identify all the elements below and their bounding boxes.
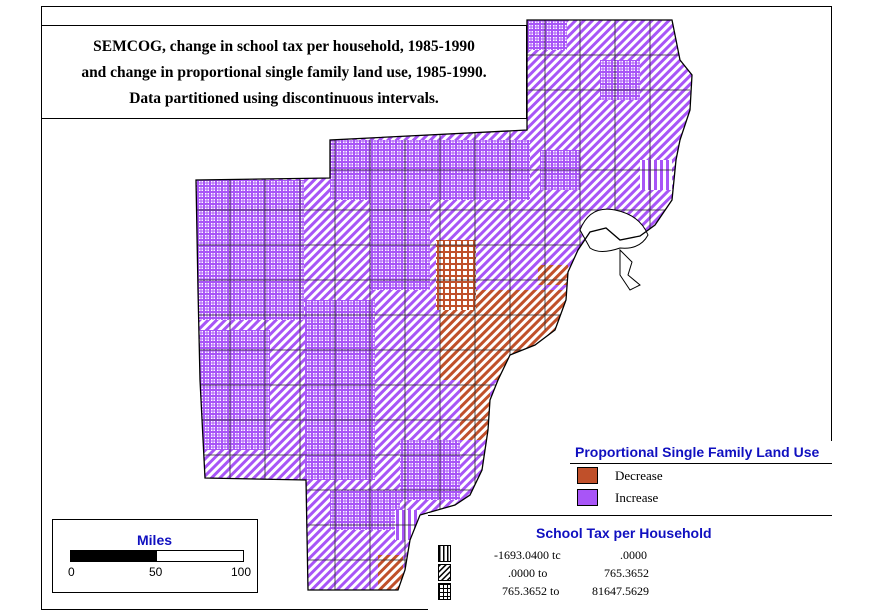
scale-bar-black-segment	[70, 550, 156, 562]
scale-bar: Miles 0 50 100	[52, 519, 258, 593]
school-tax-legend: School Tax per Household -1693.0400 tc .…	[428, 513, 832, 610]
land-use-legend: Proportional Single Family Land Use Decr…	[570, 441, 832, 515]
school-tax-legend-title: School Tax per Household	[536, 525, 712, 541]
land-use-legend-title: Proportional Single Family Land Use	[575, 444, 820, 460]
tax-range-1-from: -1693.0400 tc	[494, 548, 561, 562]
decrease-label: Decrease	[615, 468, 663, 483]
lake-shoreline	[579, 208, 649, 291]
tax-range-2-from: .0000 to	[508, 566, 548, 580]
township-grid	[196, 20, 690, 590]
vertical-lines-swatch	[438, 545, 451, 562]
scale-tick-100: 100	[231, 565, 252, 579]
map-title: SEMCOG, change in school tax per househo…	[41, 25, 527, 119]
scale-bar-white-segment	[156, 550, 244, 562]
crosshatch-swatch	[438, 583, 451, 600]
title-line-3: Data partitioned using discontinuous int…	[129, 90, 439, 107]
diagonal-lines-swatch	[438, 564, 451, 581]
increase-swatch	[577, 489, 598, 506]
legend-divider	[428, 515, 832, 516]
tax-range-2-to: 765.3652	[604, 566, 649, 580]
tax-range-3-from: 765.3652 to	[502, 584, 560, 598]
tax-range-3-to: 81647.5629	[592, 584, 649, 598]
increase-label: Increase	[615, 490, 659, 505]
tax-range-1-to: .0000	[620, 548, 647, 562]
legend-divider	[570, 463, 832, 464]
scale-bar-title: Miles	[137, 532, 173, 548]
title-line-1: SEMCOG, change in school tax per househo…	[93, 38, 475, 55]
scale-tick-0: 0	[68, 565, 75, 579]
title-line-2: and change in proportional single family…	[81, 64, 487, 81]
scale-tick-50: 50	[149, 565, 163, 579]
decrease-swatch	[577, 467, 598, 484]
